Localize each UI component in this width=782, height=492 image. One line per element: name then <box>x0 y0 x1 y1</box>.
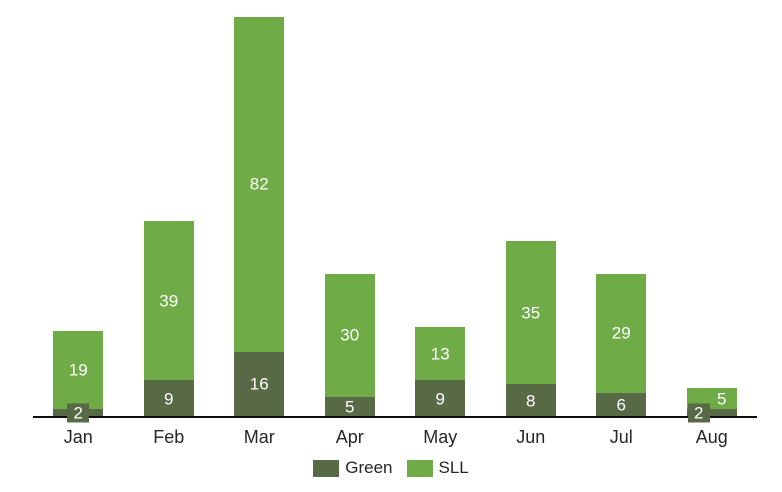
x-axis-label-jan: Jan <box>63 427 93 447</box>
bar-segment-green-jun <box>505 384 556 417</box>
data-label-sll-apr: 30 <box>340 325 360 345</box>
data-label-sll-aug: 5 <box>717 389 727 409</box>
data-label-green-jul: 6 <box>616 395 626 415</box>
bar-segment-green-apr <box>324 396 375 417</box>
bar-segment-sll-apr <box>324 274 375 397</box>
bar-segment-sll-may <box>415 327 466 381</box>
data-label-green-feb: 9 <box>164 389 174 409</box>
data-label-green-mar: 16 <box>249 374 269 394</box>
x-axis-label-aug: Aug <box>695 427 728 447</box>
legend: Green SLL <box>0 458 782 478</box>
bar-segment-green-mar <box>234 351 285 417</box>
x-axis-label-jun: Jun <box>516 427 546 447</box>
data-label-green-apr: 5 <box>345 397 355 417</box>
data-label-sll-jun: 35 <box>521 303 541 323</box>
x-axis-label-apr: Apr <box>335 427 364 447</box>
legend-swatch-green <box>313 459 340 477</box>
data-label-green-aug: 2 <box>687 403 710 423</box>
data-label-sll-mar: 82 <box>249 174 269 194</box>
x-axis-line <box>33 416 757 418</box>
bar-segment-sll-mar <box>234 17 285 352</box>
x-axis-label-mar: Mar <box>243 427 275 447</box>
legend-item-sll: SLL <box>406 458 469 478</box>
data-label-green-jan: 2 <box>67 403 90 423</box>
bar-segment-green-feb <box>143 380 194 417</box>
bar-segment-sll-jul <box>596 274 647 393</box>
data-label-green-jun: 8 <box>526 391 536 411</box>
data-label-sll-feb: 39 <box>159 291 179 311</box>
x-axis-label-may: May <box>423 427 458 447</box>
legend-swatch-sll <box>406 459 433 477</box>
data-label-sll-may: 13 <box>430 344 450 364</box>
x-axis-label-jul: Jul <box>609 427 633 447</box>
data-label-sll-jan: 19 <box>68 360 88 380</box>
legend-item-green: Green <box>313 458 393 478</box>
bar-segment-green-aug <box>686 408 737 417</box>
legend-label-sll: SLL <box>438 458 469 477</box>
bar-segment-sll-jun <box>505 241 556 385</box>
bar-segment-green-jul <box>596 392 647 417</box>
bar-segment-green-may <box>415 380 466 417</box>
bar-segment-sll-jan <box>53 331 104 409</box>
legend-label-green: Green <box>345 458 393 477</box>
bar-segment-sll-feb <box>143 221 194 381</box>
x-axis-label-feb: Feb <box>153 427 185 447</box>
data-label-sll-jul: 29 <box>611 323 631 343</box>
data-label-green-may: 9 <box>435 389 445 409</box>
